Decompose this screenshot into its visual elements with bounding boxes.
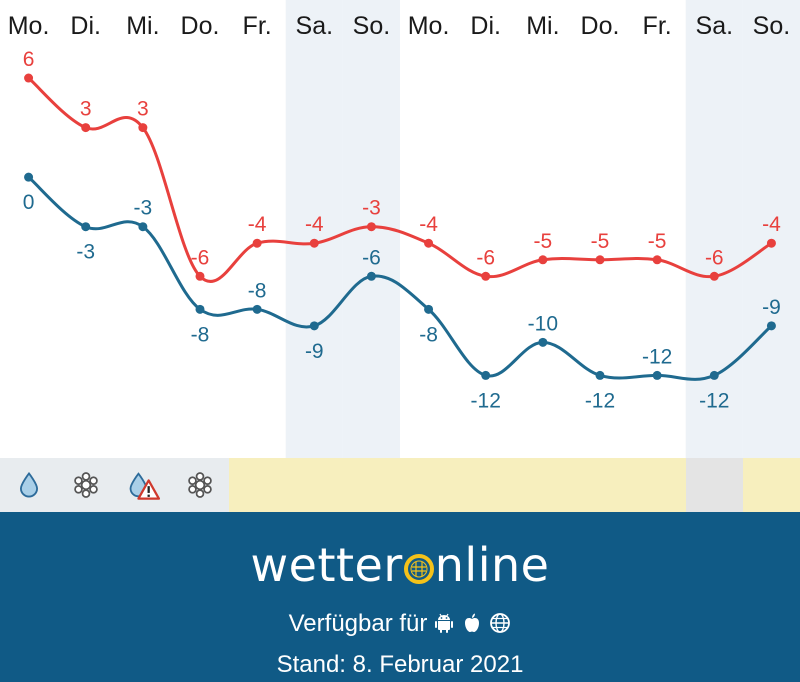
min-temp-point	[366, 271, 376, 281]
icon-strip-cell	[571, 458, 629, 512]
apple-icon[interactable]	[461, 612, 483, 642]
raindrop-icon	[0, 458, 58, 512]
day-label: So.	[753, 12, 791, 40]
weekend-shade	[285, 0, 343, 458]
min-temp-point	[195, 304, 205, 314]
icon-strip-cell	[400, 458, 458, 512]
max-temp-label: 3	[137, 98, 149, 121]
weekend-shade	[685, 0, 743, 458]
weekend-shade	[742, 0, 800, 458]
max-temp-label: -6	[705, 246, 724, 269]
day-label: Mo.	[408, 12, 450, 40]
max-temp-point	[138, 123, 148, 133]
day-label: Do.	[181, 12, 220, 40]
temperature-chart: Mo. Di. Mi. Do. Fr. Sa. So. Mo. Di. Mi. Do. Fr. Sa. S…	[8, 0, 800, 458]
max-temp-label: -4	[762, 213, 781, 236]
min-temp-label: -8	[248, 279, 267, 302]
icon-strip-cell	[628, 458, 686, 512]
max-temp-point	[595, 255, 605, 265]
min-temp-point	[538, 337, 548, 347]
max-temp-point	[195, 271, 205, 281]
min-temp-line	[27, 176, 773, 381]
min-temp-label: 0	[23, 191, 35, 214]
max-temp-label: -5	[591, 230, 610, 253]
icon-strip-cell	[285, 458, 343, 512]
day-label: So.	[353, 12, 391, 40]
min-temp-point	[709, 370, 719, 380]
day-label: Do.	[581, 12, 620, 40]
max-temp-point	[252, 238, 262, 248]
max-temp-label: 3	[80, 98, 92, 121]
min-temp-point	[424, 304, 434, 314]
max-temp-label: -6	[191, 246, 210, 269]
max-temp-label: 6	[23, 48, 35, 71]
max-temp-point	[709, 271, 719, 281]
min-temp-label: -12	[699, 389, 729, 412]
day-label: Fr.	[243, 12, 272, 40]
max-temp-point	[481, 271, 491, 281]
icon-strip-cell	[457, 458, 515, 512]
footer-banner[interactable]: wetter nline Verfügbar für Stand: 8. Febr…	[0, 512, 800, 682]
web-globe-icon[interactable]	[489, 612, 511, 642]
min-temp-label: -3	[76, 241, 95, 264]
snowflake-icon	[171, 458, 229, 512]
day-label: Di.	[470, 12, 501, 40]
min-temp-point	[766, 321, 776, 331]
max-temp-label: -5	[534, 230, 553, 253]
day-label: Sa.	[296, 12, 334, 40]
min-temp-label: -12	[642, 345, 672, 368]
min-temp-label: -6	[362, 246, 381, 269]
min-temp-point	[252, 304, 262, 314]
icon-strip-cell	[742, 458, 800, 512]
min-temp-label: -12	[585, 389, 615, 412]
min-temp-point	[652, 370, 662, 380]
logo-globe-icon	[403, 554, 434, 584]
android-icon[interactable]	[433, 612, 455, 642]
max-temp-label: -4	[248, 213, 267, 236]
snowflake-icon	[57, 458, 115, 512]
day-label: Di.	[70, 12, 101, 40]
max-temp-point	[24, 73, 34, 83]
max-temp-point	[652, 255, 662, 265]
icon-strip-cell	[228, 458, 286, 512]
day-label: Sa.	[696, 12, 734, 40]
max-temp-label: -3	[362, 197, 381, 220]
freezing-rain-warning-icon	[114, 458, 172, 512]
availability-line: Verfügbar für	[0, 609, 800, 642]
day-label: Mo.	[8, 12, 50, 40]
min-temp-label: -9	[762, 296, 781, 319]
min-temp-point	[138, 222, 148, 232]
min-temp-point	[481, 370, 491, 380]
max-temp-point	[424, 238, 434, 248]
data-timestamp: Stand: 8. Februar 2021	[276, 651, 524, 678]
day-label: Fr.	[643, 12, 672, 40]
icon-strip-cell	[342, 458, 400, 512]
min-temp-point	[309, 321, 319, 331]
max-temp-point	[366, 222, 376, 232]
min-temp-label: -9	[305, 340, 324, 363]
icon-strip-cell	[514, 458, 572, 512]
max-temp-label: -5	[648, 230, 667, 253]
weather-icon-strip	[0, 458, 800, 512]
max-temp-point	[81, 123, 91, 133]
min-temp-label: -10	[528, 312, 558, 335]
min-temp-point	[595, 370, 605, 380]
min-temp-label: -12	[471, 389, 501, 412]
day-label: Mi.	[526, 12, 559, 40]
min-temp-label: -8	[191, 323, 210, 346]
max-temp-point	[309, 238, 319, 248]
min-temp-point	[24, 172, 34, 182]
min-temp-point	[81, 222, 91, 232]
min-temp-label: -3	[134, 197, 153, 220]
max-temp-point	[538, 255, 548, 265]
wetteronline-logo[interactable]: wetter nline	[250, 538, 550, 592]
icon-strip-cell	[685, 458, 743, 512]
max-temp-label: -4	[419, 213, 438, 236]
max-temp-label: -6	[476, 246, 495, 269]
max-temp-label: -4	[305, 213, 324, 236]
min-temp-label: -8	[419, 323, 438, 346]
day-label: Mi.	[126, 12, 159, 40]
max-temp-point	[766, 238, 776, 248]
